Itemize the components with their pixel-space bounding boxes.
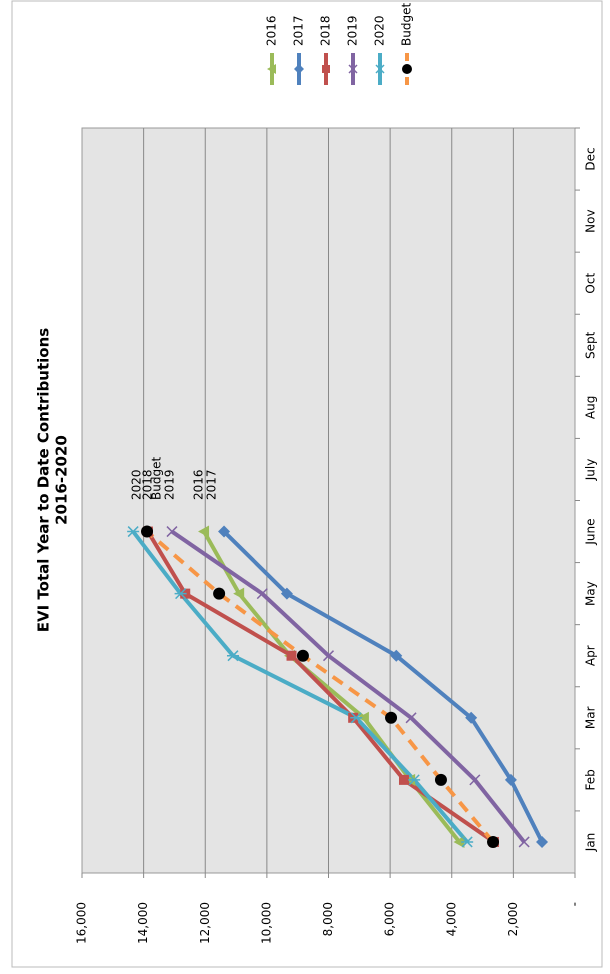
x-tick-label: Mar [584, 706, 598, 729]
marker [296, 649, 309, 662]
legend-label: Budget [400, 3, 414, 46]
marker [487, 835, 500, 848]
legend-symbol [294, 64, 304, 74]
marker [233, 587, 245, 600]
x-tick-label: May [584, 581, 598, 606]
series-line [131, 530, 469, 844]
x-tick-label: Aug [584, 396, 598, 419]
marker [357, 711, 369, 724]
x-tick-label: Feb [584, 769, 598, 790]
x-tick-label: Jan [584, 833, 598, 853]
line-label: Budget [150, 457, 164, 500]
marker [280, 587, 293, 600]
marker [218, 525, 231, 538]
y-tick-label: 16,000 [75, 902, 89, 944]
marker [504, 773, 517, 786]
x-tick-label: Nov [584, 209, 598, 232]
marker [408, 774, 421, 786]
y-tick-label: - [568, 902, 582, 906]
y-tick-label: 2,000 [506, 902, 520, 936]
x-tick-label: Apr [584, 645, 598, 666]
marker [453, 835, 465, 848]
legend-entry: 2019 [346, 15, 360, 85]
legend-label: 2018 [319, 15, 333, 46]
x-tick-label: Oct [584, 273, 598, 294]
legend-entry: 2020 [373, 15, 387, 85]
series-line [146, 530, 496, 844]
chart-title: EVI Total Year to Date Contributions [35, 328, 53, 633]
marker [213, 587, 226, 600]
marker [405, 712, 417, 724]
legend-symbol [402, 64, 412, 74]
y-tick-label: 10,000 [259, 902, 273, 944]
marker [536, 835, 549, 848]
series-line [170, 529, 526, 844]
legend-entry: 2018 [319, 15, 333, 85]
legend-label: 2016 [265, 15, 279, 46]
legend-symbol [267, 64, 276, 74]
legend-label: 2017 [292, 15, 306, 46]
marker [398, 774, 409, 785]
x-tick-label: July [584, 459, 598, 482]
marker [174, 588, 187, 600]
marker [461, 836, 474, 848]
marker [127, 526, 140, 538]
legend-label: 2019 [346, 15, 360, 46]
marker [166, 526, 178, 538]
marker [434, 773, 447, 786]
y-tick-label: 4,000 [444, 902, 458, 936]
legend-symbol [322, 65, 330, 73]
x-tick-label: Dec [584, 147, 598, 170]
x-tick-label: Sept [584, 331, 598, 359]
y-tick-label: 14,000 [136, 902, 150, 944]
line-label: 2019 [163, 469, 177, 500]
legend-symbol [375, 64, 385, 74]
series-line [145, 530, 495, 844]
rotated-chart: EVI Total Year to Date Contributions 201… [35, 3, 598, 944]
legend-entry: Budget [400, 3, 414, 85]
marker [385, 711, 398, 724]
marker [465, 711, 478, 724]
frame [11, 0, 603, 968]
line-label: 2018 [141, 469, 155, 500]
legend-label: 2020 [373, 15, 387, 46]
legend-entry: 2017 [292, 15, 306, 85]
marker [350, 712, 363, 724]
legend-symbol [348, 64, 358, 74]
series-line [222, 530, 544, 843]
y-tick-label: 8,000 [321, 902, 335, 936]
marker [286, 650, 297, 661]
marker [322, 650, 335, 662]
marker [518, 836, 530, 848]
line-label: 2020 [130, 469, 144, 500]
x-tick-label: June [584, 518, 598, 545]
marker [226, 650, 239, 662]
marker [198, 525, 210, 538]
line-label: 2016 [192, 469, 206, 500]
y-tick-label: 12,000 [198, 902, 212, 944]
line-label: 2017 [205, 469, 219, 500]
marker [141, 525, 154, 538]
legend-entry: 2016 [265, 15, 279, 85]
y-tick-label: 6,000 [383, 902, 397, 936]
chart-subtitle: 2016-2020 [53, 435, 71, 525]
marker [256, 588, 268, 600]
marker [469, 774, 481, 786]
marker [390, 649, 403, 662]
